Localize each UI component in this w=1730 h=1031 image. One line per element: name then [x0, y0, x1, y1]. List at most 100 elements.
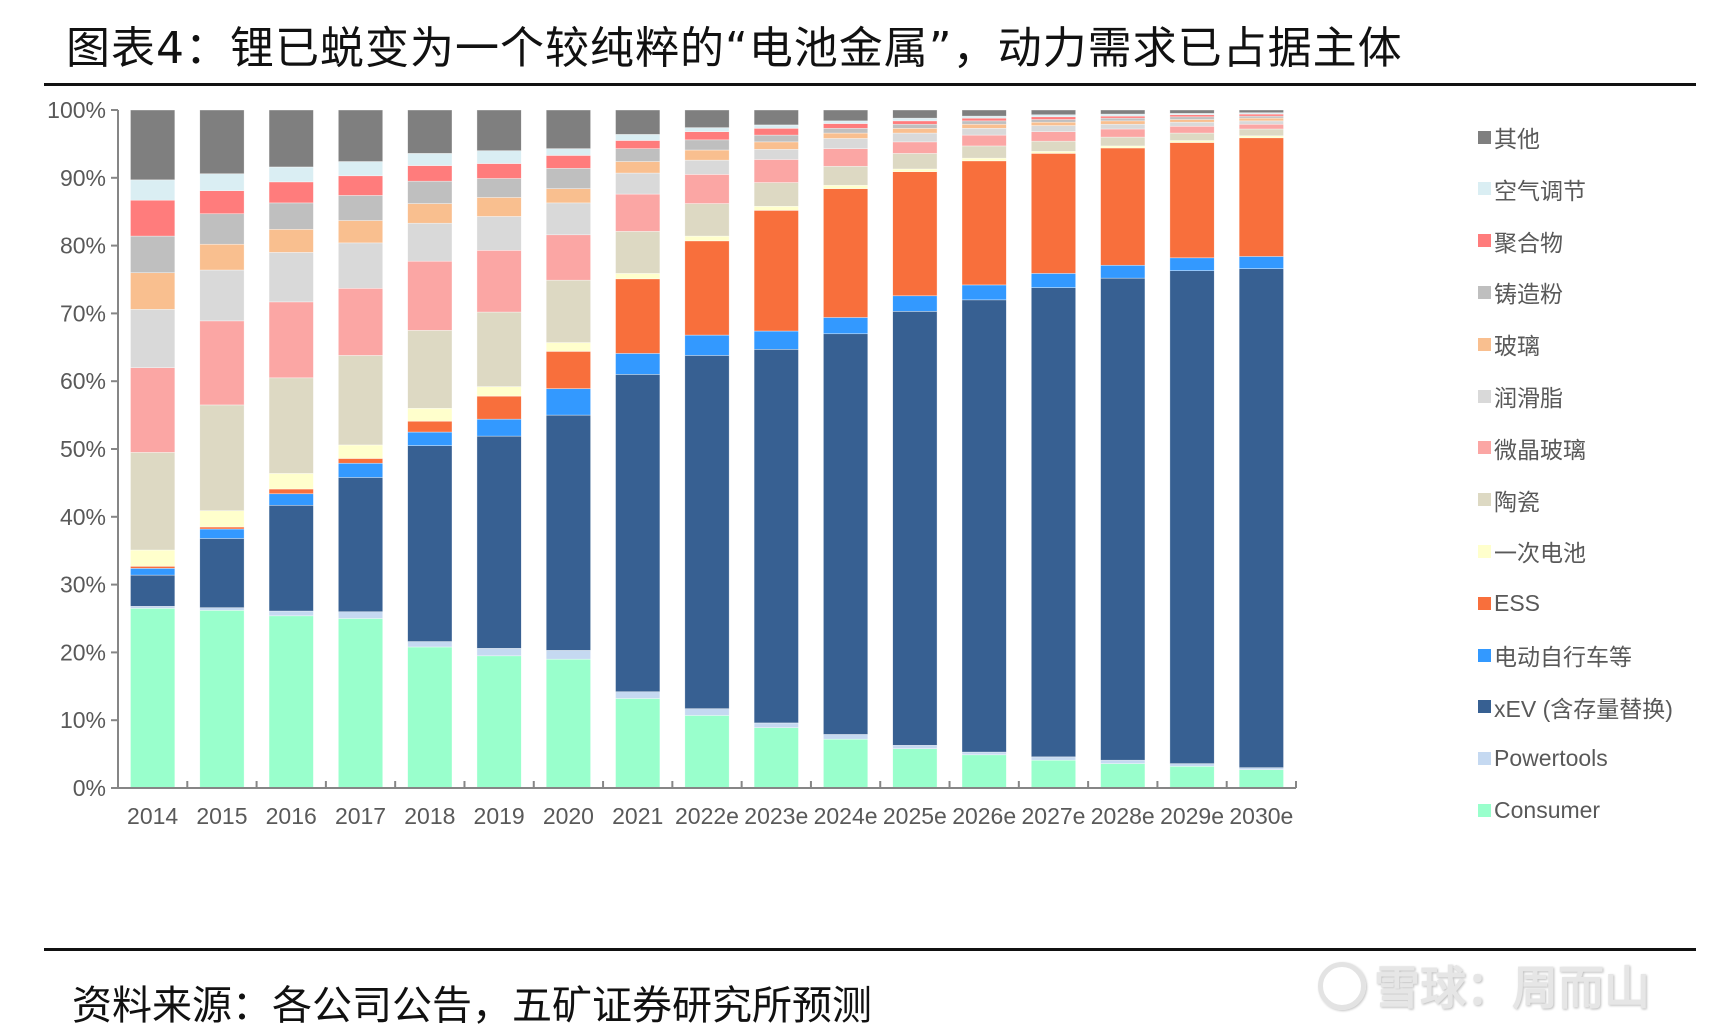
bar-segment — [1100, 120, 1146, 125]
bar-segment — [545, 155, 591, 169]
bar-segment — [199, 610, 245, 789]
legend-item: 润滑脂 — [1478, 381, 1563, 411]
bar-segment — [1169, 132, 1215, 141]
y-tick-label: 20% — [60, 639, 106, 665]
legend-label: 其他 — [1494, 126, 1540, 152]
bar-segment — [684, 127, 730, 132]
bar-segment — [892, 311, 938, 746]
bar-segment — [1100, 128, 1146, 138]
xueqiu-logo-icon — [1318, 962, 1366, 1010]
bar-segment — [545, 234, 591, 281]
bar-segment — [684, 203, 730, 237]
bar-segment — [268, 229, 314, 253]
bar-segment — [199, 528, 245, 539]
y-tick-label: 70% — [60, 300, 106, 326]
bar-segment — [545, 148, 591, 156]
bar-segment — [476, 197, 522, 217]
bar-stack-2014 — [130, 109, 176, 789]
legend-label: 润滑脂 — [1494, 385, 1563, 411]
bar-segment — [476, 150, 522, 164]
bar-segment — [753, 149, 799, 160]
x-tick-label: 2026e — [952, 803, 1016, 829]
bar-segment — [961, 109, 1007, 117]
bar-segment — [684, 334, 730, 356]
bar-segment — [407, 153, 453, 166]
bar-segment — [130, 179, 176, 201]
bar-segment — [892, 748, 938, 789]
bar-segment — [823, 128, 869, 134]
bar-segment — [823, 120, 869, 124]
bar-segment — [268, 610, 314, 617]
legend-swatch — [1478, 596, 1491, 610]
bar-segment — [615, 161, 661, 174]
bar-stack-2028e — [1100, 109, 1146, 789]
bar-segment — [1169, 257, 1215, 271]
y-tick-label: 100% — [47, 97, 106, 123]
bar-segment — [130, 549, 176, 567]
bar-segment — [753, 210, 799, 332]
bar-segment — [684, 139, 730, 151]
bar-segment — [1031, 125, 1076, 132]
bar-segment — [1169, 142, 1215, 259]
bar-segment — [1031, 109, 1076, 116]
bar-segment — [892, 168, 938, 173]
source-divider — [44, 948, 1696, 951]
bar-segment — [1100, 115, 1146, 119]
x-tick-label: 2025e — [883, 803, 947, 829]
bar-segment — [892, 153, 938, 170]
bar-segment — [753, 182, 799, 207]
legend-label: 电动自行车等 — [1494, 644, 1632, 670]
legend-swatch — [1478, 182, 1491, 196]
bar-segment — [892, 109, 938, 119]
bar-segment — [545, 658, 591, 789]
bar-segment — [199, 510, 245, 528]
legend-item: Consumer — [1478, 795, 1600, 825]
bar-segment — [407, 222, 453, 262]
bar-segment — [1031, 119, 1076, 123]
x-tick-label: 2027e — [1021, 803, 1085, 829]
bar-segment — [1169, 765, 1215, 789]
legend-label: 陶瓷 — [1494, 488, 1540, 515]
y-tick-label: 30% — [60, 572, 106, 598]
bar-segment — [545, 342, 591, 352]
bar-segment — [684, 159, 730, 175]
bar-segment — [1169, 763, 1215, 767]
bar-segment — [961, 145, 1007, 159]
bar-segment — [892, 120, 938, 125]
bar-segment — [407, 646, 453, 789]
bar-segment — [476, 648, 522, 657]
bar-segment — [615, 172, 661, 195]
x-tick-label: 2019 — [474, 803, 525, 829]
bar-segment — [338, 444, 384, 459]
bar-segment — [1169, 140, 1215, 143]
bar-segment — [338, 109, 384, 162]
bar-segment — [199, 173, 245, 191]
bar-segment — [338, 242, 384, 289]
bar-segment — [1169, 116, 1215, 120]
bar-segment — [823, 317, 869, 335]
bar-segment — [268, 504, 314, 612]
bar-segment — [268, 252, 314, 303]
bar-segment — [130, 605, 176, 609]
bar-segment — [684, 149, 730, 161]
bar-segment — [1238, 117, 1284, 122]
bar-segment — [684, 174, 730, 204]
bar-segment — [1238, 113, 1284, 117]
bar-segment — [545, 414, 591, 651]
bar-segment — [1238, 109, 1284, 114]
bar-segment — [615, 140, 661, 149]
bar-segment — [615, 134, 661, 141]
bar-segment — [199, 320, 245, 406]
legend-item: 聚合物 — [1478, 226, 1563, 256]
legend-item: 铸造粉 — [1478, 277, 1563, 307]
y-tick-label: 90% — [60, 165, 106, 191]
bar-segment — [1100, 123, 1146, 130]
bar-segment — [823, 138, 869, 149]
bar-segment — [130, 235, 176, 274]
bar-segment — [338, 618, 384, 789]
bar-segment — [1238, 767, 1284, 770]
bar-segment — [338, 611, 384, 619]
bar-stack-2027e — [1031, 109, 1076, 789]
bar-segment — [823, 184, 869, 189]
bar-segment — [961, 754, 1007, 789]
